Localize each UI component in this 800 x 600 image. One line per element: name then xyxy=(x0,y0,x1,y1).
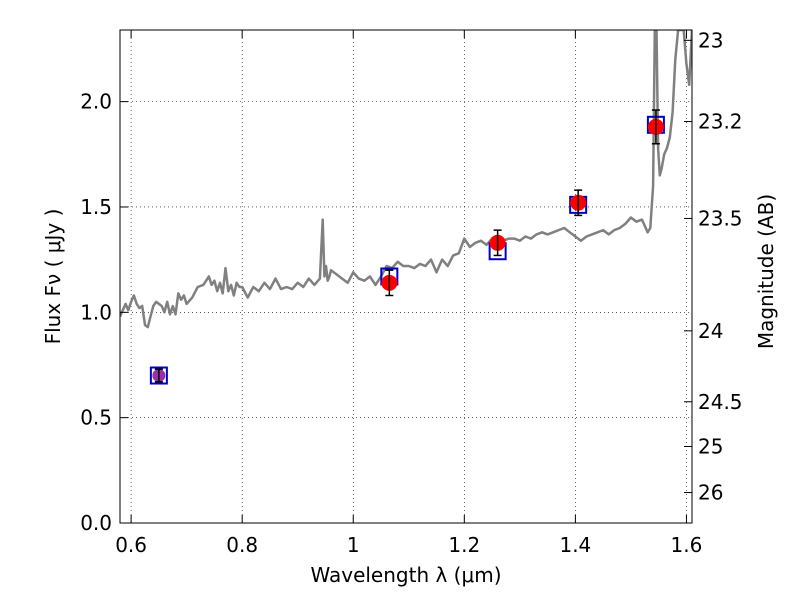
x-tick-label: 1.2 xyxy=(448,533,480,557)
x-tick-label: 1 xyxy=(347,533,360,557)
model-photometry-series xyxy=(149,115,665,385)
y-axis-left: 0.0 0.5 1.0 1.5 2.0 xyxy=(80,90,128,535)
y-axis-right: 23 23.2 23.5 24 24.5 25 26 xyxy=(684,28,743,505)
spectrum-line xyxy=(120,30,692,329)
spectrum-series xyxy=(120,30,692,329)
y2-tick-label: 23 xyxy=(698,28,723,52)
x-tick-label: 1.6 xyxy=(671,533,703,557)
y-tick-label: 0.5 xyxy=(80,406,112,430)
x-axis-label: Wavelength λ (μm) xyxy=(310,563,501,587)
x-tick-label: 0.8 xyxy=(226,533,258,557)
y-tick-label: 1.0 xyxy=(80,300,112,324)
model-square-marker xyxy=(149,366,168,385)
y2-tick-label: 24.5 xyxy=(698,390,743,414)
x-tick-label: 1.4 xyxy=(559,533,591,557)
y2-tick-label: 24 xyxy=(698,319,723,343)
y2-tick-label: 23.2 xyxy=(698,110,743,134)
y-tick-label: 1.5 xyxy=(80,195,112,219)
x-tick-label: 0.6 xyxy=(115,533,147,557)
x-axis: 0.6 0.8 1 1.2 1.4 1.6 xyxy=(115,30,702,557)
y-axis-label: Flux Fν ( μJy ) xyxy=(41,209,65,345)
photometry-series xyxy=(152,109,664,383)
y2-tick-label: 23.5 xyxy=(698,206,743,230)
y-tick-label: 0.0 xyxy=(80,511,112,535)
y-tick-label: 2.0 xyxy=(80,90,112,114)
plot-frame xyxy=(119,29,693,524)
grid xyxy=(120,30,692,523)
y2-tick-label: 26 xyxy=(698,481,723,505)
y2-tick-label: 25 xyxy=(698,435,723,459)
y-axis-right-label: Magnitude (AB) xyxy=(754,194,778,349)
